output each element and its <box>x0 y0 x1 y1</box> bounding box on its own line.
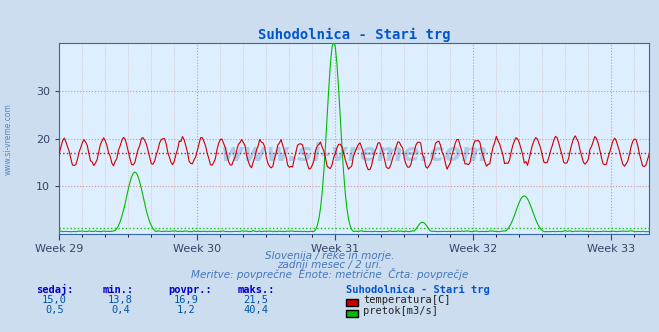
Text: www.si-vreme.com: www.si-vreme.com <box>221 142 488 166</box>
Text: 16,9: 16,9 <box>174 295 199 305</box>
Text: 15,0: 15,0 <box>42 295 67 305</box>
Text: min.:: min.: <box>102 285 133 295</box>
Text: 0,4: 0,4 <box>111 305 130 315</box>
Text: sedaj:: sedaj: <box>36 284 74 295</box>
Text: pretok[m3/s]: pretok[m3/s] <box>363 306 438 316</box>
Text: Meritve: povprečne  Enote: metrične  Črta: povprečje: Meritve: povprečne Enote: metrične Črta:… <box>191 268 468 280</box>
Title: Suhodolnica - Stari trg: Suhodolnica - Stari trg <box>258 28 451 42</box>
Text: maks.:: maks.: <box>237 285 275 295</box>
Text: Slovenija / reke in morje.: Slovenija / reke in morje. <box>265 251 394 261</box>
Text: 21,5: 21,5 <box>243 295 268 305</box>
Text: 0,5: 0,5 <box>45 305 64 315</box>
Text: 13,8: 13,8 <box>108 295 133 305</box>
Text: zadnji mesec / 2 uri.: zadnji mesec / 2 uri. <box>277 260 382 270</box>
Text: 40,4: 40,4 <box>243 305 268 315</box>
Text: Suhodolnica - Stari trg: Suhodolnica - Stari trg <box>346 285 490 295</box>
Text: temperatura[C]: temperatura[C] <box>363 295 451 305</box>
Text: 1,2: 1,2 <box>177 305 196 315</box>
Text: povpr.:: povpr.: <box>168 285 212 295</box>
Text: www.si-vreme.com: www.si-vreme.com <box>3 104 13 175</box>
